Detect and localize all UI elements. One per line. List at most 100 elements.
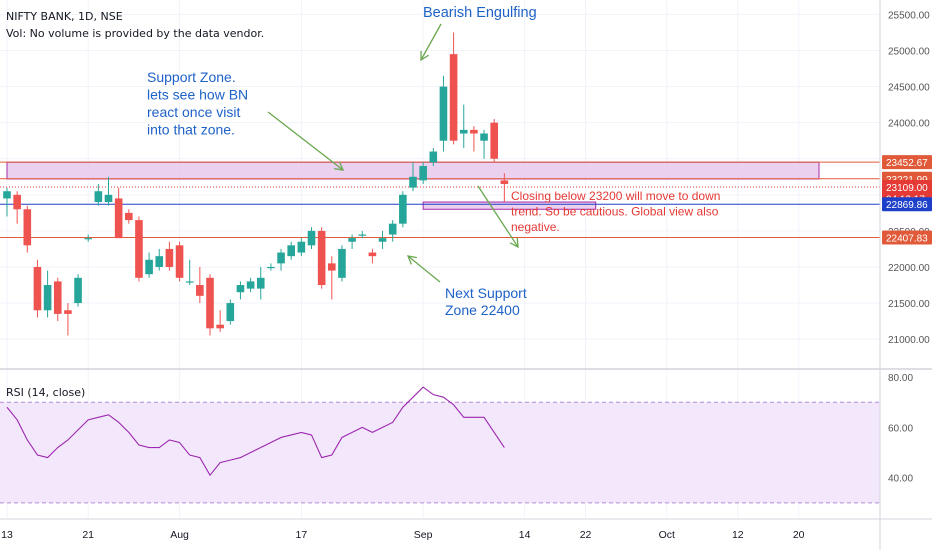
price-tag-label: 22407.83 [886, 234, 928, 245]
candle-body [84, 238, 92, 240]
time-tick-label: Sep [414, 529, 433, 541]
candle-body [175, 245, 184, 278]
candle-body [236, 285, 245, 293]
candle-body [348, 238, 356, 242]
time-tick-label: 13 [1, 529, 13, 541]
annotation-arrowhead [509, 237, 519, 249]
time-tick-label: 12 [732, 529, 744, 541]
volume-note: Vol: No volume is provided by the data v… [6, 27, 265, 40]
time-tick-label: 20 [793, 529, 805, 541]
time-tick-label: 22 [580, 529, 592, 541]
candle-body [470, 129, 478, 134]
rsi-tick-label: 60.00 [888, 423, 913, 434]
annotation-text: Bearish Engulfing [423, 5, 537, 21]
price-tick-label: 21000.00 [888, 335, 930, 346]
candle-body [317, 230, 326, 286]
candle-body [196, 285, 204, 296]
annotation-text: Support Zone. [147, 69, 236, 85]
annotation-arrow [477, 185, 519, 248]
candle-body [3, 191, 11, 199]
rsi-band [0, 402, 880, 503]
price-tick-label: 21500.00 [888, 299, 930, 310]
time-tick-label: Oct [659, 529, 675, 541]
candle-body [277, 252, 285, 264]
price-tick-label: 24000.00 [888, 119, 930, 130]
candle-body [185, 281, 194, 283]
candle-body [94, 191, 103, 203]
price-tag [882, 179, 932, 194]
annotation-arrow [420, 23, 442, 61]
candle-body [378, 238, 387, 242]
price-tag-label: 23452.67 [886, 158, 928, 169]
time-tick-label: 17 [296, 529, 308, 541]
candle-body [368, 252, 377, 257]
annotation-arrowhead [406, 255, 417, 265]
candle-body [307, 230, 316, 246]
candle-body [338, 248, 346, 278]
candle-body [155, 256, 164, 267]
zone-rect [422, 201, 597, 210]
annotation-text: Next Support [445, 285, 527, 301]
rsi-line [6, 386, 505, 477]
candle-body [114, 198, 123, 239]
candle-body [459, 129, 468, 134]
price-tag [882, 197, 932, 212]
candle-body [33, 266, 42, 311]
annotation-text: into that zone. [147, 122, 235, 138]
candle-body [226, 303, 235, 322]
candle-body [246, 281, 255, 289]
annotation-arrow [267, 111, 344, 171]
horizontal-lines [0, 161, 880, 239]
time-tick-label: 14 [519, 529, 531, 541]
candle-body [328, 263, 336, 271]
candle-body [13, 194, 21, 210]
price-tag [882, 155, 932, 170]
annotation-arrow [407, 255, 441, 283]
candle-body [206, 277, 214, 329]
candle-body [145, 259, 153, 275]
price-tick-label: 25500.00 [888, 10, 930, 21]
candle-body [267, 266, 275, 269]
price-tag-label: 23109.00 [886, 183, 928, 194]
candle-body [53, 281, 62, 314]
rsi-tick-label: 80.00 [888, 373, 913, 384]
candle-body [399, 194, 407, 224]
candle-body [490, 122, 498, 159]
candle-body [135, 220, 143, 278]
candle-body [256, 277, 265, 289]
annotation-text: Closing below 23200 will move to down [511, 189, 720, 203]
price-tick-label: 25000.00 [888, 47, 930, 58]
rsi-pane [0, 386, 880, 504]
annotation-text: lets see how BN [147, 87, 248, 103]
candle-body [500, 180, 509, 184]
annotation-text: trend. So be cautious. Global view also [511, 205, 719, 219]
price-tick-label: 22000.00 [888, 263, 930, 274]
annotations: Bearish Engulfing Support Zone. lets see h… [147, 5, 720, 318]
candle-body [165, 248, 174, 267]
time-tick-label: Aug [170, 529, 189, 541]
candle-body [429, 151, 438, 163]
candle-body [449, 54, 458, 141]
candle-body [297, 241, 306, 253]
symbol-title[interactable]: NIFTY BANK, 1D, NSE [6, 10, 123, 23]
price-tick-label: 24500.00 [888, 83, 930, 94]
candle-body [480, 133, 488, 141]
annotation-text: Zone 22400 [445, 302, 520, 318]
candle-body [104, 194, 113, 203]
annotation-arrowhead [334, 161, 345, 171]
price-tag [882, 230, 932, 245]
annotation-arrowhead [420, 50, 429, 62]
candle-body [23, 209, 32, 246]
candle-body [74, 277, 82, 304]
time-tick-label: 21 [82, 529, 94, 541]
candle-body [43, 285, 52, 311]
rsi-title[interactable]: RSI (14, close) [6, 386, 86, 399]
candle-body [419, 165, 427, 181]
candles [3, 32, 509, 336]
rsi-tick-label: 40.00 [888, 474, 913, 485]
annotation-text: react once visit [147, 104, 240, 120]
price-tag-label: 22869.86 [886, 200, 928, 211]
annotation-text: negative. [511, 220, 560, 234]
